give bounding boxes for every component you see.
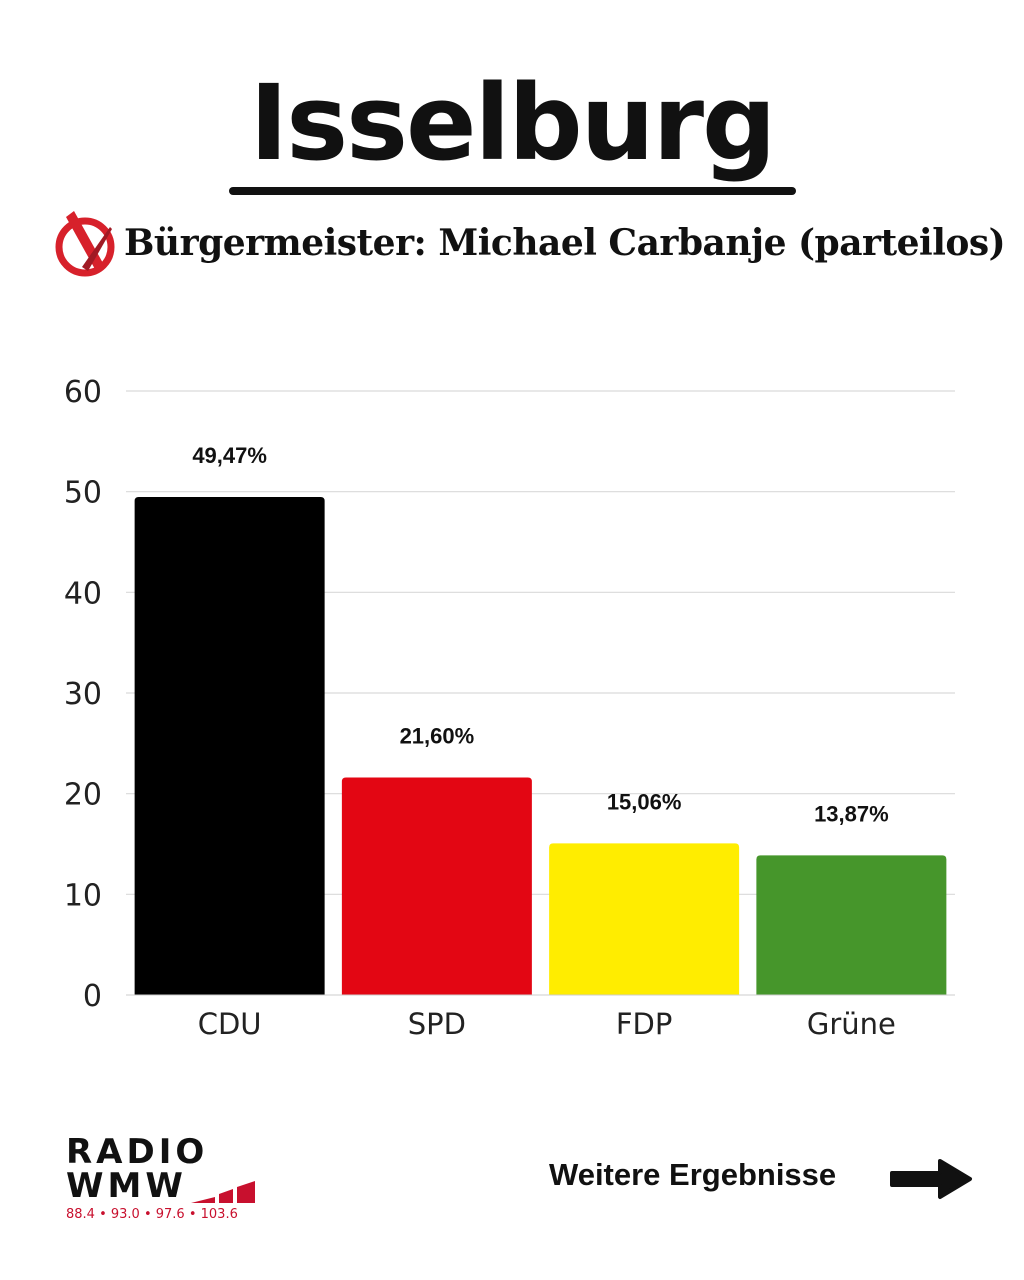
x-tick-label: Grüne	[807, 1007, 896, 1041]
y-tick-label: 10	[64, 878, 102, 913]
more-results-link[interactable]: Weitere Ergebnisse	[549, 1157, 837, 1192]
data-label: 15,06%	[607, 789, 682, 814]
y-tick-label: 0	[83, 979, 102, 1014]
x-tick-label: CDU	[198, 1007, 262, 1041]
y-tick-label: 30	[64, 677, 102, 712]
logo-line2: WMW	[66, 1166, 187, 1206]
title-underline	[229, 187, 796, 195]
page-title: Isselburg	[249, 62, 777, 184]
logo-frequencies: 88.4 • 93.0 • 97.6 • 103.6	[66, 1207, 238, 1222]
x-tick-label: SPD	[408, 1007, 466, 1041]
bar-fdp	[549, 843, 740, 995]
logo-line1: RADIO	[66, 1132, 209, 1172]
y-tick-label: 50	[64, 476, 102, 511]
y-tick-label: 20	[64, 778, 102, 813]
bar-grüne	[756, 855, 947, 995]
radio-wmw-logo: RADIO WMW 88.4 • 93.0 • 97.6 • 103.6	[66, 1135, 257, 1222]
mayor-subtitle: Bürgermeister: Michael Carbanje (parteil…	[124, 222, 1006, 264]
y-tick-label: 60	[64, 375, 102, 410]
arrow-right-icon[interactable]	[888, 1157, 974, 1201]
y-tick-label: 40	[64, 576, 102, 611]
data-label: 13,87%	[814, 801, 889, 826]
bar-cdu	[134, 497, 325, 995]
bar-spd	[341, 777, 532, 995]
ballot-cross-icon	[55, 211, 115, 277]
data-label: 49,47%	[192, 443, 267, 468]
x-tick-label: FDP	[616, 1007, 673, 1041]
data-label: 21,60%	[400, 724, 475, 749]
signal-bars-icon	[190, 1181, 255, 1203]
